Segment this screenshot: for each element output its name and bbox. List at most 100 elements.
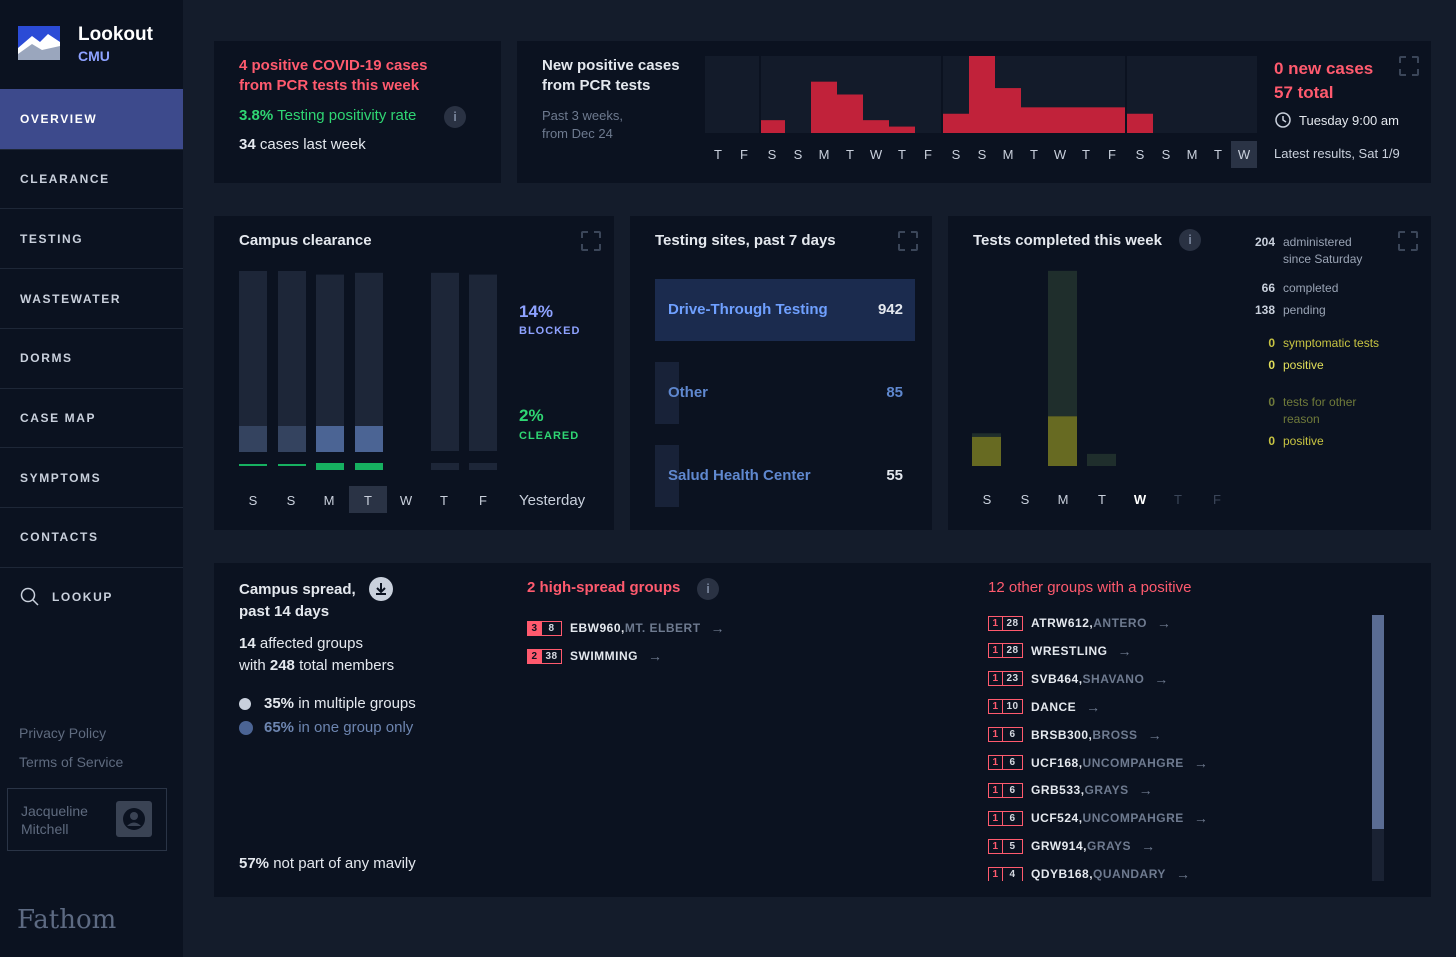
group-row[interactable]: 1 4 QDYB168, QUANDARY → xyxy=(988,866,1190,881)
clearance-bar xyxy=(278,271,306,451)
day-tick-label: T xyxy=(1214,147,1222,162)
administered-sub: since Saturday xyxy=(1283,252,1363,266)
multi-label: in multiple groups xyxy=(298,695,416,712)
group-row[interactable]: 1 5 GRW914, GRAYS → xyxy=(988,838,1156,854)
user-icon xyxy=(123,808,145,830)
blocked-label: BLOCKED xyxy=(519,325,581,337)
arrow-right-icon: → xyxy=(1147,726,1163,743)
info-icon[interactable]: i xyxy=(697,578,719,600)
site-count: 942 xyxy=(877,301,903,318)
member-count: 6 xyxy=(1003,727,1023,743)
cleared-label: CLEARED xyxy=(519,430,580,442)
expand-icon[interactable] xyxy=(897,230,919,252)
group-location: GRAYS xyxy=(1084,783,1129,798)
expand-icon[interactable] xyxy=(1398,55,1420,77)
positive-count: 3 xyxy=(527,620,542,636)
day-tick-label: S xyxy=(768,147,777,162)
group-name: GRW914 xyxy=(1031,839,1084,854)
member-count: 10 xyxy=(1003,699,1023,715)
cleared-segment xyxy=(239,464,267,466)
testing-site-row[interactable]: Salud Health Center 55 xyxy=(655,445,915,507)
testing-site-row[interactable]: Other 85 xyxy=(655,362,915,424)
positive-label: positive xyxy=(1283,358,1324,372)
group-row[interactable]: 3 8 EBW960, MT. ELBERT → xyxy=(527,620,725,636)
day-tick-label: T xyxy=(1098,492,1106,507)
nav-item-clearance[interactable]: CLEARANCE xyxy=(0,148,183,209)
positive-label: positive xyxy=(1283,434,1324,448)
testing-site-row[interactable]: Drive-Through Testing 942 xyxy=(655,279,915,341)
group-row[interactable]: 1 6 UCF168, UNCOMPAHGRE → xyxy=(988,755,1208,771)
group-row[interactable]: 2 38 SWIMMING → xyxy=(527,648,663,664)
download-icon[interactable] xyxy=(369,577,393,601)
affected-value: 14 xyxy=(239,635,256,652)
nav-item-contacts[interactable]: CONTACTS xyxy=(0,506,183,567)
info-icon[interactable]: i xyxy=(444,106,466,128)
group-row[interactable]: 1 23 SVB464, SHAVANO → xyxy=(988,671,1169,687)
info-icon[interactable]: i xyxy=(1179,229,1201,251)
site-count: 55 xyxy=(886,467,903,484)
member-count: 28 xyxy=(1003,643,1023,659)
app-subtitle: CMU xyxy=(78,48,110,64)
nav-item-lookup[interactable]: LOOKUP xyxy=(0,566,183,627)
nav-item-symptoms[interactable]: SYMPTOMS xyxy=(0,447,183,507)
terms-of-service-link[interactable]: Terms of Service xyxy=(19,754,124,770)
arrow-right-icon: → xyxy=(710,620,726,636)
privacy-policy-link[interactable]: Privacy Policy xyxy=(19,725,107,741)
scrollbar-track[interactable] xyxy=(1372,615,1384,881)
nav-label: WASTEWATER xyxy=(20,291,122,306)
group-name: EBW960 xyxy=(570,621,622,635)
case-bar xyxy=(995,88,1021,133)
site-count: 85 xyxy=(886,384,903,401)
group-location: QUANDARY xyxy=(1093,867,1166,881)
group-location: GRAYS xyxy=(1086,839,1132,854)
group-row[interactable]: 1 28 WRESTLING → xyxy=(988,643,1132,659)
expand-icon[interactable] xyxy=(580,230,602,252)
group-row[interactable]: 1 6 UCF524, UNCOMPAHGRE → xyxy=(988,810,1208,826)
scrollbar-thumb[interactable] xyxy=(1372,615,1384,829)
member-count: 8 xyxy=(542,620,562,636)
group-location: UNCOMPAHGRE xyxy=(1082,811,1184,826)
group-name: BRSB300 xyxy=(1031,727,1089,742)
group-row[interactable]: 1 28 ATRW612, ANTERO → xyxy=(988,615,1171,631)
arrow-right-icon: → xyxy=(1138,782,1154,799)
app-title: Lookout xyxy=(78,24,153,45)
nav-item-case-map[interactable]: CASE MAP xyxy=(0,387,183,448)
user-last-name: Mitchell xyxy=(21,821,69,837)
positive-count: 1 xyxy=(988,643,1003,659)
nav-item-wastewater[interactable]: WASTEWATER xyxy=(0,268,183,328)
symptomatic-label: symptomatic tests xyxy=(1283,336,1380,350)
expand-icon[interactable] xyxy=(1397,230,1419,252)
day-tick-label: F xyxy=(1213,492,1221,507)
testing-sites-card: Testing sites, past 7 days Drive-Through… xyxy=(630,216,932,530)
group-row[interactable]: 1 6 BRSB300, BROSS → xyxy=(988,727,1162,743)
member-count: 23 xyxy=(1003,671,1023,687)
member-count: 6 xyxy=(1003,755,1023,770)
blocked-segment xyxy=(316,426,344,452)
campus-spread-card: Campus spread, past 14 days 14 affected … xyxy=(214,563,1431,897)
nav-item-testing[interactable]: TESTING xyxy=(0,208,183,268)
clearance-title: Campus clearance xyxy=(239,232,372,249)
case-bar xyxy=(759,120,785,133)
cleared-segment xyxy=(469,463,497,470)
group-row[interactable]: 1 10 DANCE → xyxy=(988,699,1101,715)
fathom-brand: Fathom xyxy=(17,905,117,935)
nav-item-dorms[interactable]: DORMS xyxy=(0,327,183,388)
tests-completed-title: Tests completed this week xyxy=(973,232,1162,249)
cleared-segment xyxy=(355,463,383,470)
day-tick-label: W xyxy=(1054,147,1067,162)
members-prefix: with xyxy=(239,657,266,674)
high-spread-title: 2 high-spread groups xyxy=(527,579,681,596)
administered-label: administered xyxy=(1283,235,1352,249)
day-tick-label: W xyxy=(1238,147,1251,162)
positivity-label: Testing positivity rate xyxy=(277,107,417,124)
user-menu[interactable]: Jacqueline Mitchell xyxy=(7,788,167,851)
nav-item-overview[interactable]: OVERVIEW xyxy=(0,89,183,149)
blocked-segment xyxy=(278,426,306,452)
range-label: Past 3 weeks, xyxy=(542,108,623,123)
group-row[interactable]: 1 6 GRB533, GRAYS → xyxy=(988,782,1153,798)
day-tick-label: T xyxy=(714,147,722,162)
